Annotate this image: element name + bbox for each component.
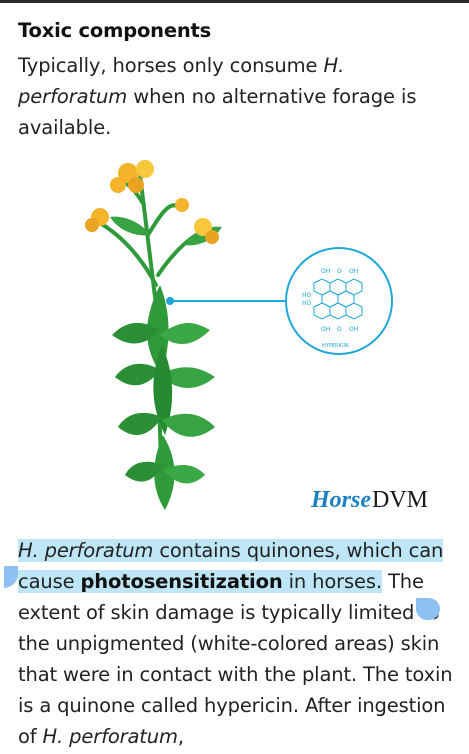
plant-leaves [110, 216, 222, 510]
molecule-label: HYPERICIN [322, 343, 349, 349]
intro-text: Typically, horses only consume [18, 54, 324, 77]
species-name: H. perforatum [18, 54, 345, 108]
molecule-circle [285, 247, 393, 355]
mol-label-ho: HO [302, 292, 312, 299]
intro-text-end: when no alternative forage is available. [18, 85, 417, 139]
top-divider [0, 0, 469, 3]
body-text: The extent of skin damage is typically l… [18, 570, 453, 748]
mol-label-oh: OH [321, 268, 330, 275]
body-paragraph[interactable]: H. perforatum contains quinones, which c… [18, 535, 463, 752]
selection-handle-end[interactable] [416, 598, 440, 620]
brand-horse: Horse [310, 487, 371, 513]
mol-label-oh: OH [321, 326, 330, 333]
mol-label-o: O [337, 268, 342, 275]
section-heading: Toxic components [18, 19, 212, 42]
plant-flowers [85, 160, 219, 244]
selected-text[interactable]: H. perforatum contains quinones, which c… [18, 539, 443, 593]
intro-paragraph: Typically, horses only consume H. perfor… [18, 50, 458, 143]
mol-label-ho: HO [302, 300, 312, 307]
selected-text-part: contains quinones, which can cause [18, 539, 444, 593]
mol-label-o: O [337, 326, 342, 333]
species-name: H. perforatum [18, 539, 154, 562]
keyword-photosensitization: photosensitization [80, 570, 283, 593]
body-text-end: , [177, 725, 184, 748]
hypericin-structure [313, 278, 363, 320]
species-name: H. perforatum [42, 725, 178, 748]
brand-dvm: DVM [372, 487, 428, 513]
selection-handle-start[interactable] [4, 566, 18, 588]
mol-label-oh: OH [349, 326, 358, 333]
selected-text-part: in horses. [282, 570, 382, 593]
mol-label-oh: OH [349, 268, 358, 275]
plant-illustration: OH O OH HO HO OH O OH HYPERICIN Horse DV… [85, 160, 428, 513]
